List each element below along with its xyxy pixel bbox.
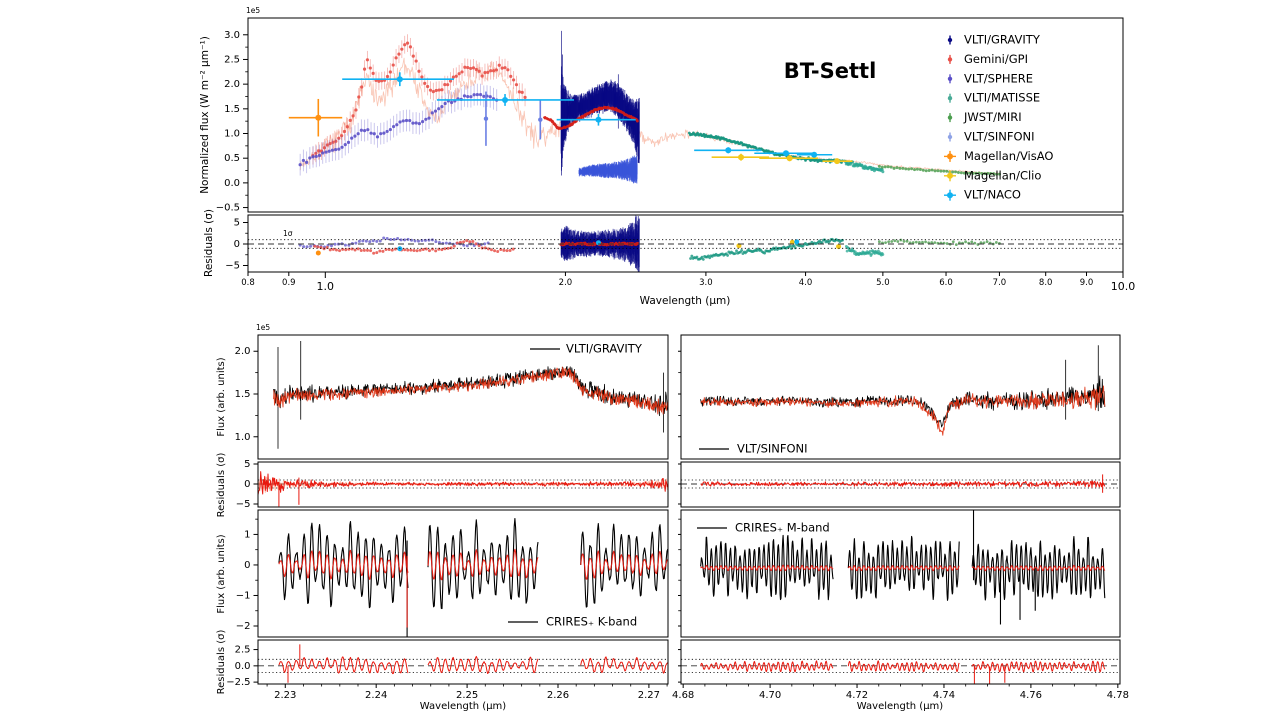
svg-text:0: 0 bbox=[244, 479, 250, 490]
svg-text:4.70: 4.70 bbox=[759, 690, 781, 701]
svg-text:0.0: 0.0 bbox=[235, 661, 251, 672]
svg-text:VLTI/GRAVITY: VLTI/GRAVITY bbox=[964, 33, 1041, 47]
svg-text:1.5: 1.5 bbox=[235, 389, 251, 400]
svg-text:4.76: 4.76 bbox=[1020, 690, 1042, 701]
svg-text:0.0: 0.0 bbox=[224, 178, 240, 189]
svg-text:3.0: 3.0 bbox=[224, 30, 240, 41]
svg-text:VLTI/MATISSE: VLTI/MATISSE bbox=[964, 91, 1040, 105]
svg-text:VLT/SPHERE: VLT/SPHERE bbox=[964, 71, 1033, 85]
svg-text:CRIRES₊ M-band: CRIRES₊ M-band bbox=[735, 521, 830, 535]
svg-text:2.0: 2.0 bbox=[235, 346, 251, 357]
svg-text:Residuals (σ): Residuals (σ) bbox=[203, 209, 215, 277]
svg-text:1.0: 1.0 bbox=[224, 129, 240, 140]
svg-text:0.8: 0.8 bbox=[241, 278, 255, 288]
svg-text:5.0: 5.0 bbox=[876, 278, 890, 288]
svg-text:5: 5 bbox=[244, 459, 250, 470]
svg-text:0: 0 bbox=[234, 239, 240, 250]
panel-r1R-series bbox=[681, 474, 1120, 493]
svg-text:−0.5: −0.5 bbox=[216, 203, 240, 214]
svg-text:VLTI/GRAVITY: VLTI/GRAVITY bbox=[566, 342, 643, 356]
svg-text:1: 1 bbox=[244, 529, 250, 540]
svg-text:1e5: 1e5 bbox=[246, 6, 260, 15]
svg-text:−2.5: −2.5 bbox=[226, 677, 250, 688]
svg-text:Flux (arb. units): Flux (arb. units) bbox=[216, 534, 227, 613]
panel-f1R-series bbox=[700, 345, 1106, 436]
svg-text:BT-Settl: BT-Settl bbox=[784, 59, 877, 83]
svg-text:1e5: 1e5 bbox=[256, 323, 270, 332]
svg-text:2.0: 2.0 bbox=[559, 278, 573, 288]
svg-text:9.0: 9.0 bbox=[1080, 278, 1094, 288]
svg-text:Residuals (σ): Residuals (σ) bbox=[216, 453, 227, 518]
svg-text:1σ: 1σ bbox=[283, 229, 293, 238]
svg-text:Wavelength (μm): Wavelength (μm) bbox=[640, 295, 731, 307]
svg-text:2.23: 2.23 bbox=[274, 690, 296, 701]
svg-text:1.0: 1.0 bbox=[317, 280, 335, 293]
svg-text:1.0: 1.0 bbox=[235, 432, 251, 443]
svg-text:4.0: 4.0 bbox=[799, 278, 813, 288]
svg-text:Normalized flux (W m⁻² μm⁻¹): Normalized flux (W m⁻² μm⁻¹) bbox=[199, 36, 211, 194]
svg-text:4.78: 4.78 bbox=[1107, 690, 1129, 701]
svg-text:0: 0 bbox=[244, 560, 250, 571]
panel-f1L-series bbox=[273, 340, 668, 449]
svg-text:Residuals (σ): Residuals (σ) bbox=[216, 630, 227, 695]
svg-text:VLT/NACO: VLT/NACO bbox=[964, 188, 1021, 202]
svg-text:CRIRES₊ K-band: CRIRES₊ K-band bbox=[546, 615, 637, 629]
svg-text:Wavelength (μm): Wavelength (μm) bbox=[857, 701, 944, 712]
panel-r2R-series bbox=[681, 658, 1120, 684]
svg-text:4.72: 4.72 bbox=[846, 690, 868, 701]
svg-text:7.0: 7.0 bbox=[993, 278, 1007, 288]
svg-text:0.5: 0.5 bbox=[224, 153, 240, 164]
svg-text:2.27: 2.27 bbox=[638, 690, 660, 701]
svg-text:−2: −2 bbox=[236, 621, 251, 632]
svg-text:3.0: 3.0 bbox=[699, 278, 713, 288]
svg-text:2.26: 2.26 bbox=[547, 690, 569, 701]
svg-text:4.68: 4.68 bbox=[672, 690, 694, 701]
panel-r1L-series bbox=[258, 471, 668, 507]
svg-text:2.24: 2.24 bbox=[365, 690, 387, 701]
svg-text:Magellan/Clio: Magellan/Clio bbox=[964, 168, 1041, 182]
svg-text:VLT/SINFONI: VLT/SINFONI bbox=[964, 130, 1035, 144]
svg-text:4.74: 4.74 bbox=[933, 690, 955, 701]
svg-text:10.0: 10.0 bbox=[1111, 280, 1136, 293]
svg-text:1.5: 1.5 bbox=[224, 104, 240, 115]
svg-text:VLT/SINFONI: VLT/SINFONI bbox=[737, 442, 808, 456]
svg-text:JWST/MIRI: JWST/MIRI bbox=[963, 110, 1022, 124]
svg-text:−1: −1 bbox=[236, 590, 251, 601]
svg-text:2.5: 2.5 bbox=[224, 54, 240, 65]
panel-r2L-series bbox=[258, 644, 668, 683]
svg-text:Magellan/VisAO: Magellan/VisAO bbox=[964, 149, 1053, 163]
svg-text:Wavelength (μm): Wavelength (μm) bbox=[420, 701, 507, 712]
panel-f2L-series bbox=[278, 518, 668, 637]
svg-text:2.5: 2.5 bbox=[235, 645, 251, 656]
svg-text:2.0: 2.0 bbox=[224, 79, 240, 90]
svg-text:2.25: 2.25 bbox=[456, 690, 478, 701]
svg-text:6.0: 6.0 bbox=[939, 278, 953, 288]
svg-text:0.9: 0.9 bbox=[282, 278, 296, 288]
panel-f2R-series bbox=[700, 510, 1106, 625]
svg-text:−5: −5 bbox=[225, 261, 240, 272]
svg-text:−5: −5 bbox=[236, 499, 251, 510]
sed-res-series bbox=[298, 215, 1001, 272]
svg-text:Flux (arb. units): Flux (arb. units) bbox=[216, 357, 227, 436]
svg-text:5: 5 bbox=[234, 217, 240, 228]
sed-main-series bbox=[288, 30, 1001, 184]
svg-text:Gemini/GPI: Gemini/GPI bbox=[964, 52, 1028, 66]
svg-text:8.0: 8.0 bbox=[1039, 278, 1053, 288]
sed-legend: VLTI/GRAVITY Gemini/GPI VLT/SPHERE VLTI/MAT… bbox=[944, 33, 1053, 202]
